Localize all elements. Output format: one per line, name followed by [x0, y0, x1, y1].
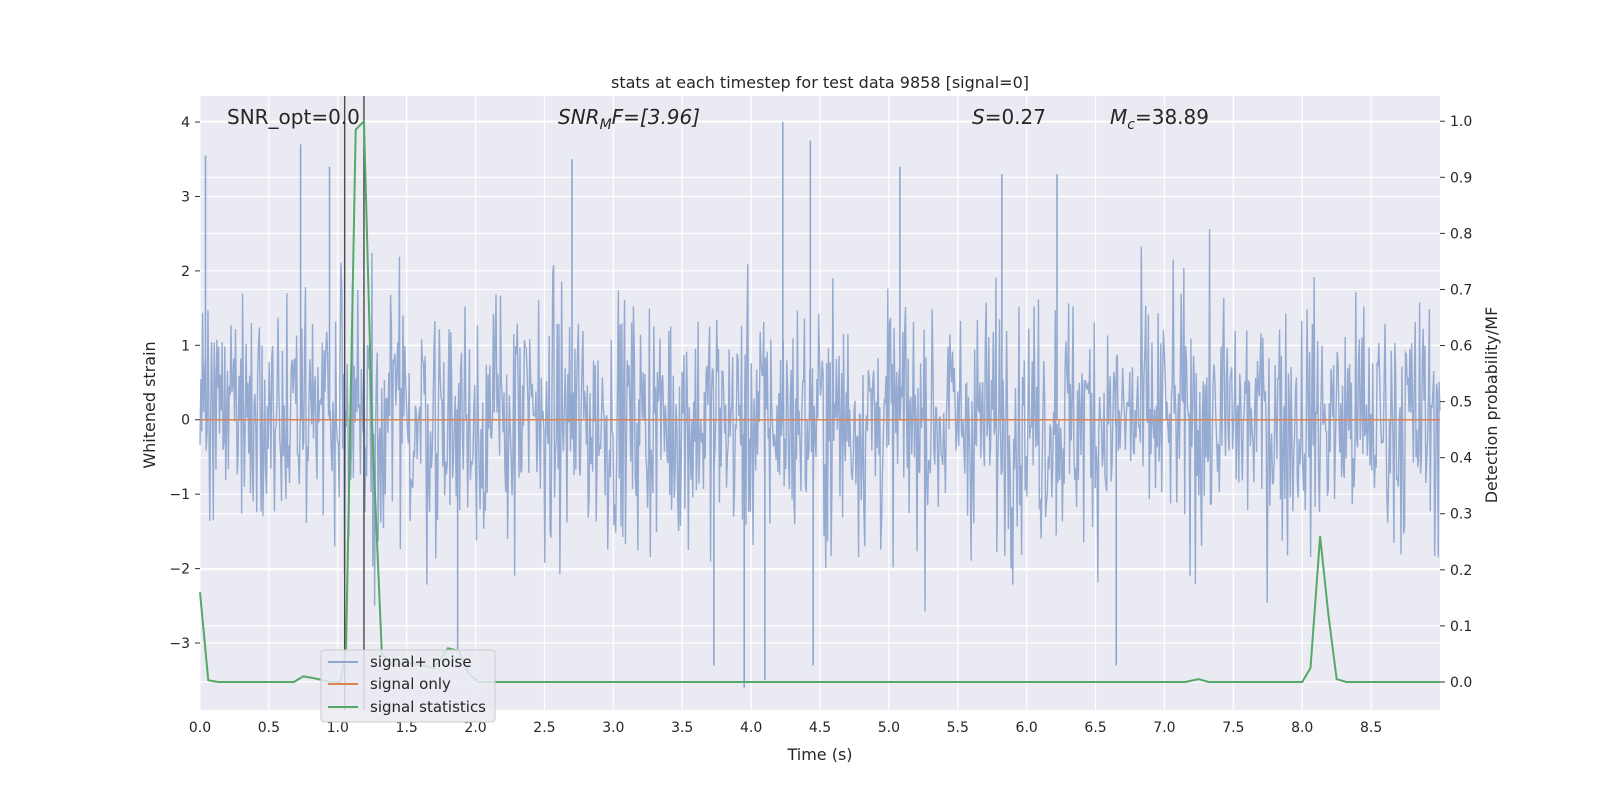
x-tick-label: 1.5	[396, 720, 418, 736]
snr-mf-base: SNR	[558, 105, 600, 129]
x-tick-label: 8.5	[1360, 720, 1382, 736]
y-tick-label-right: 0.5	[1450, 395, 1472, 411]
x-axis-label: Time (s)	[786, 745, 852, 764]
y-tick-label-right: 0.9	[1450, 170, 1472, 186]
s-label: S	[972, 105, 985, 129]
x-tick-label: 2.5	[533, 720, 555, 736]
x-tick-label: 0.0	[189, 720, 211, 736]
x-tick-label: 1.0	[327, 720, 349, 736]
x-tick-label: 4.0	[740, 720, 762, 736]
legend: signal+ noise signal only signal statist…	[320, 649, 496, 723]
x-tick-label: 8.0	[1291, 720, 1313, 736]
annotation-mc: Mc=38.89	[1110, 105, 1209, 133]
mc-label: M	[1110, 105, 1127, 129]
annotation-snr-opt: SNR_opt=0.0	[227, 105, 360, 129]
x-tick-label: 6.5	[1084, 720, 1106, 736]
legend-label-noise: signal+ noise	[370, 653, 472, 671]
x-tick-label: 5.0	[878, 720, 900, 736]
y-tick-label-right: 0.7	[1450, 282, 1472, 298]
x-tick-label: 2.0	[464, 720, 486, 736]
y-tick-label-right: 0.0	[1450, 675, 1472, 691]
snr-mf-sub: M	[600, 117, 612, 133]
y-tick-label-right: 1.0	[1450, 114, 1472, 130]
mc-value: =38.89	[1135, 105, 1209, 129]
x-tick-label: 3.0	[602, 720, 624, 736]
noise-series	[199, 122, 1441, 688]
y-tick-label-left: −1	[169, 487, 190, 503]
x-tick-label: 6.0	[1016, 720, 1038, 736]
x-tick-label: 7.0	[1153, 720, 1175, 736]
y-tick-label-right: 0.1	[1450, 619, 1472, 635]
x-tick-label: 3.5	[671, 720, 693, 736]
chart-title: stats at each timestep for test data 985…	[611, 73, 1029, 92]
y-tick-label-left: 0	[181, 413, 190, 429]
y-tick-label-left: 3	[181, 189, 190, 205]
noise-trace	[199, 228, 1441, 612]
y-tick-label-right: 0.3	[1450, 507, 1472, 523]
y-tick-label-right: 0.4	[1450, 451, 1472, 467]
legend-label-statistics: signal statistics	[370, 698, 486, 716]
grid	[199, 96, 1440, 710]
y-tick-label-left: −3	[169, 636, 190, 652]
axes: 0.0 0.5 1.0 1.5 2.0 2.5 3.0 3.5 4.0 4.5 5.0 5.5 6.0 6…	[169, 114, 1472, 736]
y-tick-label-right: 0.2	[1450, 563, 1472, 579]
legend-label-signal: signal only	[370, 675, 451, 693]
y-axis-label-right: Detection probability/MF	[1482, 307, 1501, 504]
x-tick-label: 4.5	[809, 720, 831, 736]
x-tick-label: 0.5	[258, 720, 280, 736]
y-tick-label-left: −2	[169, 562, 190, 578]
mc-sub: c	[1127, 117, 1135, 133]
y-axis-label-left: Whitened strain	[140, 341, 159, 468]
y-tick-label-right: 0.6	[1450, 339, 1472, 355]
x-tick-label: 5.5	[947, 720, 969, 736]
s-value: =0.27	[985, 105, 1046, 129]
y-tick-label-left: 1	[181, 338, 190, 354]
legend-box	[320, 649, 496, 723]
y-tick-label-left: 4	[181, 115, 190, 131]
y-tick-label-left: 2	[181, 264, 190, 280]
snr-mf-rest: F=[3.96]	[612, 105, 700, 129]
x-tick-label: 7.5	[1222, 720, 1244, 736]
y-tick-label-right: 0.8	[1450, 226, 1472, 242]
annotation-snr-mf: SNRMF=[3.96]	[558, 105, 700, 133]
annotation-s: S=0.27	[972, 105, 1046, 129]
